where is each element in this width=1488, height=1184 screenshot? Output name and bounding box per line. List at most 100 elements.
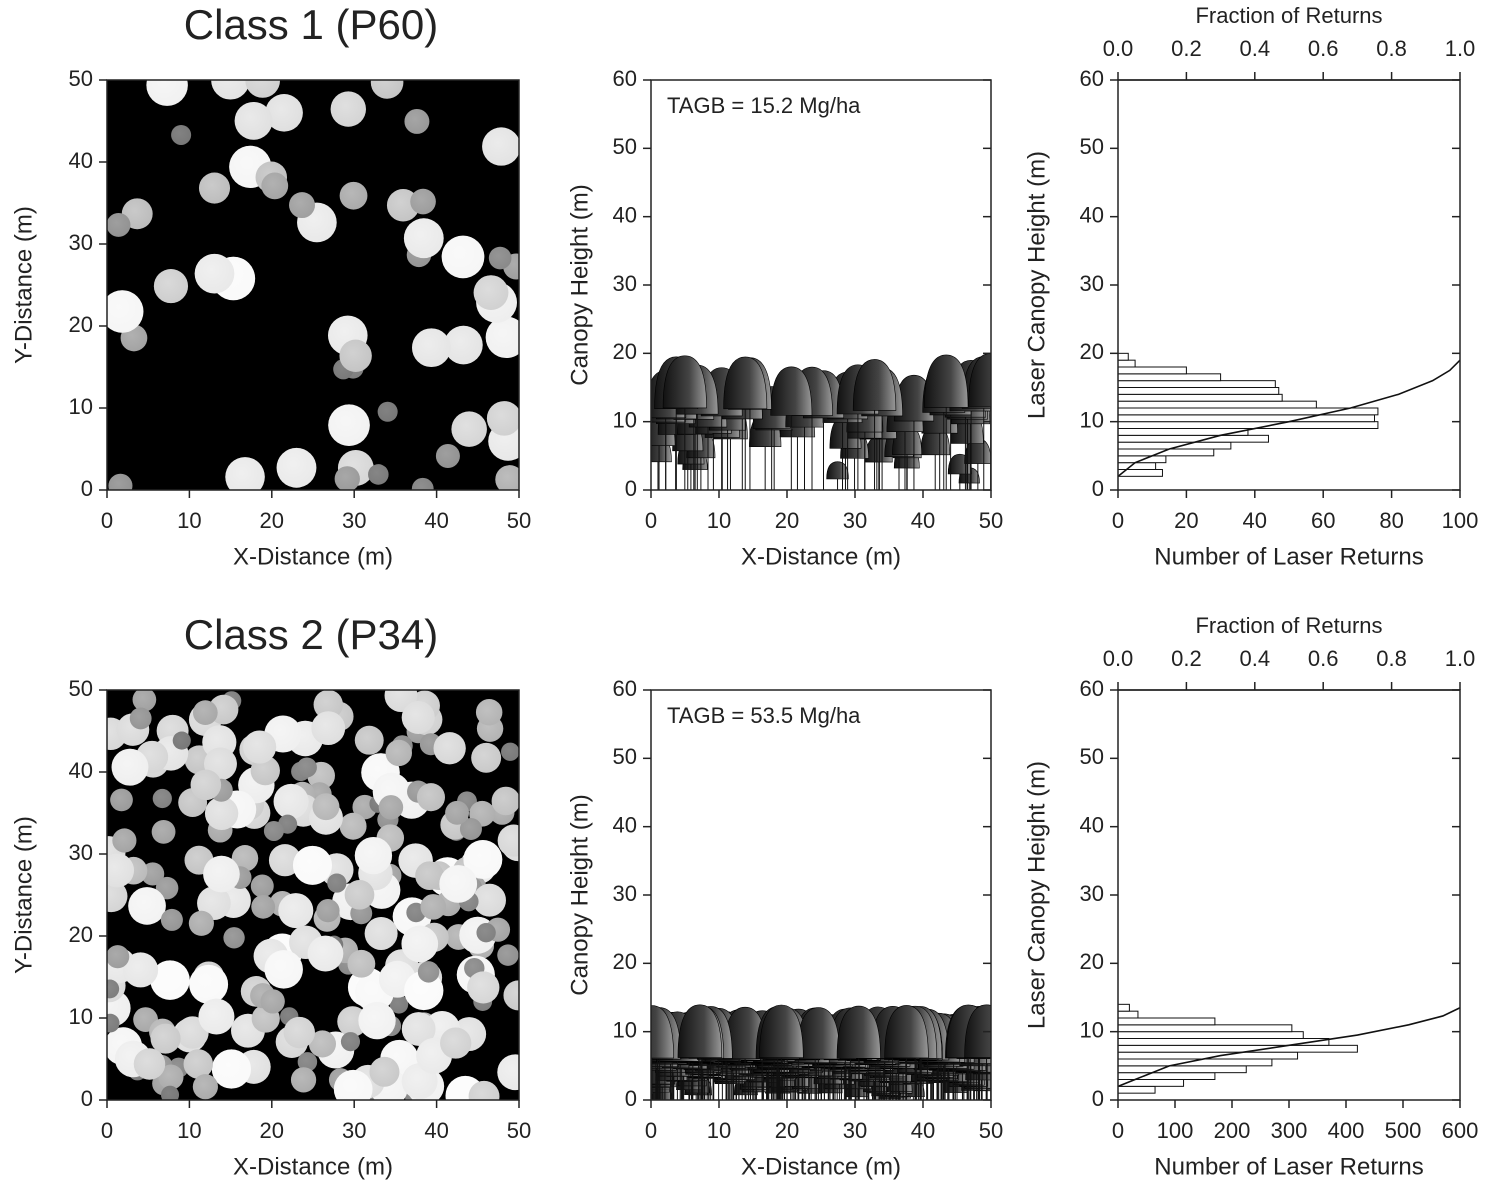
crown-highlight	[112, 828, 137, 853]
crown-highlight	[488, 246, 512, 270]
crown-highlight	[225, 457, 265, 490]
crown-highlight	[340, 1032, 361, 1052]
crown-highlight	[289, 192, 316, 219]
x-axis-label: X-Distance (m)	[233, 1153, 393, 1180]
y-axis-label: Laser Canopy Height (m)	[1023, 151, 1050, 419]
plot-area	[1118, 1003, 1358, 1094]
x-tick-label: 10	[177, 508, 201, 533]
crown-highlight	[439, 865, 478, 903]
y-tick-label: 40	[613, 812, 637, 837]
crown-highlight	[190, 769, 222, 801]
x-tick-label: 40	[911, 508, 935, 533]
crown-highlight	[188, 910, 214, 936]
crown-highlight	[107, 1013, 120, 1033]
y-tick-label: 60	[1080, 66, 1104, 91]
crown-highlight	[265, 94, 303, 132]
crown-highlight	[378, 795, 404, 820]
x-tick-label: 20	[775, 1118, 799, 1143]
crown-highlight	[420, 894, 447, 920]
crown-highlight	[451, 411, 487, 447]
annotation: TAGB = 53.5 Mg/ha	[667, 703, 861, 728]
crown-highlight	[133, 1048, 166, 1080]
plot-area	[651, 1004, 991, 1100]
crown-highlight	[364, 916, 398, 950]
y-axis-label: Y-Distance (m)	[10, 206, 37, 364]
y-tick-label: 0	[625, 476, 637, 501]
x-tick-label: 300	[1271, 1118, 1308, 1143]
x-tick-label: 0	[101, 1118, 113, 1143]
crown-highlight	[264, 950, 303, 989]
crown-highlight	[463, 840, 503, 879]
x-tick-label: 50	[507, 508, 531, 533]
crown-highlight	[370, 80, 404, 99]
crown-highlight	[183, 1049, 213, 1079]
y-tick-label: 60	[1080, 676, 1104, 701]
crown-highlight	[441, 235, 485, 279]
crown-highlight	[433, 732, 466, 765]
crown-highlight	[192, 700, 218, 725]
crown-highlight	[160, 1085, 180, 1100]
crown-highlight	[203, 855, 240, 893]
panel-title: Class 2 (P34)	[184, 611, 438, 658]
crown-highlight	[347, 949, 376, 978]
bar	[1118, 1024, 1293, 1033]
crown-highlight	[316, 899, 340, 923]
x2-tick-label: 0.4	[1240, 36, 1271, 61]
x2-tick-label: 1.0	[1445, 646, 1476, 671]
crown-highlight	[385, 739, 412, 767]
y-tick-label: 50	[69, 676, 93, 701]
crown-highlight	[111, 748, 149, 786]
x-tick-label: 40	[424, 1118, 448, 1143]
y-tick-label: 30	[69, 840, 93, 865]
y-axis-label: Canopy Height (m)	[566, 794, 593, 995]
bar	[1118, 1085, 1156, 1094]
crown-highlight	[330, 91, 366, 127]
crown-highlight	[296, 757, 317, 778]
crown-highlight	[403, 218, 444, 259]
tree-crown	[770, 366, 813, 416]
crown-highlight	[327, 873, 347, 893]
x-tick-label: 100	[1442, 508, 1479, 533]
crown-highlight	[132, 690, 157, 712]
x2-tick-label: 0.0	[1103, 36, 1134, 61]
crown-highlight	[401, 925, 439, 963]
y-tick-label: 20	[613, 339, 637, 364]
crown-highlight	[155, 876, 179, 900]
crown-highlight	[471, 742, 502, 773]
crown-highlight	[369, 1056, 400, 1087]
x-tick-label: 500	[1385, 1118, 1422, 1143]
tree-crown	[964, 1004, 991, 1058]
crown-highlight	[261, 172, 289, 200]
bar	[1118, 352, 1129, 361]
crown-highlight	[475, 698, 503, 726]
x2-tick-label: 0.8	[1376, 646, 1407, 671]
crown-highlight	[160, 908, 183, 931]
crown-highlight	[172, 731, 191, 750]
crown-highlight	[260, 989, 285, 1014]
bar	[1118, 380, 1276, 388]
x2-tick-label: 0.6	[1308, 36, 1339, 61]
crown-highlight	[146, 80, 188, 106]
y-tick-label: 10	[1080, 407, 1104, 432]
crown-highlight	[108, 473, 133, 490]
y-tick-label: 20	[1080, 339, 1104, 364]
plot-area	[651, 353, 991, 490]
crown-highlight	[468, 1080, 500, 1100]
crown-highlight	[153, 269, 189, 304]
y-tick-label: 40	[1080, 202, 1104, 227]
x-tick-label: 20	[260, 508, 284, 533]
x-tick-label: 40	[1243, 508, 1267, 533]
crown-highlight	[223, 927, 245, 949]
crown-highlight	[263, 820, 284, 841]
y-tick-label: 50	[613, 744, 637, 769]
x-tick-label: 50	[979, 1118, 1003, 1143]
crown-highlight	[412, 328, 451, 368]
x2-tick-label: 0.8	[1376, 36, 1407, 61]
cumulative-line	[1117, 359, 1461, 477]
x-tick-label: 0	[1112, 1118, 1124, 1143]
crown-highlight	[444, 325, 483, 365]
x-tick-label: 50	[979, 508, 1003, 533]
y-tick-label: 40	[69, 148, 93, 173]
crown-highlight	[485, 316, 519, 359]
bar	[1118, 407, 1379, 416]
